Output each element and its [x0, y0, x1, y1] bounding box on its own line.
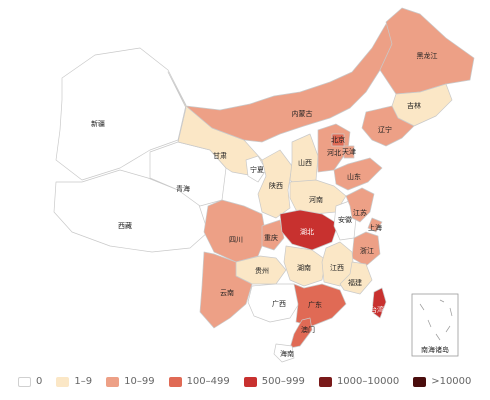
legend-label: 10–99	[124, 376, 155, 387]
province-guangdong[interactable]	[293, 283, 347, 327]
province-label-beijing: 北京	[331, 135, 345, 144]
south-china-sea-inset: 南海诸岛	[411, 293, 459, 357]
province-sichuan[interactable]	[203, 199, 267, 263]
inset-label: 南海诸岛	[421, 345, 449, 354]
province-label-xizang: 西藏	[118, 221, 132, 230]
legend-swatch	[413, 376, 427, 387]
province-label-ningxia: 宁夏	[250, 165, 264, 174]
legend-item[interactable]: 10–99	[106, 376, 155, 387]
province-label-yunnan: 云南	[220, 288, 234, 297]
province-fujian[interactable]	[339, 261, 373, 295]
province-label-guizhou: 贵州	[255, 266, 269, 275]
province-label-hainan: 海南	[280, 349, 294, 358]
province-liaoning[interactable]	[361, 105, 415, 147]
legend-item[interactable]: 500–999	[243, 376, 305, 387]
province-yunnan[interactable]	[199, 251, 253, 329]
province-hunan[interactable]	[283, 245, 327, 287]
province-xinjiang[interactable]	[55, 47, 187, 181]
province-label-xinjiang: 新疆	[91, 119, 105, 128]
legend-label: 0	[36, 376, 43, 387]
province-label-gansu: 甘肃	[213, 151, 227, 160]
province-label-anhui: 安徽	[338, 215, 352, 224]
province-label-fujian: 福建	[348, 278, 362, 287]
province-shanghai[interactable]	[367, 217, 383, 233]
legend-swatch	[243, 376, 257, 387]
province-heilongjiang[interactable]	[379, 7, 475, 95]
province-label-guangdong: 广东	[308, 300, 322, 309]
legend-swatch	[18, 376, 31, 387]
legend-item[interactable]: 100–499	[168, 376, 230, 387]
province-label-henan: 河南	[309, 195, 323, 204]
province-label-hubei: 湖北	[300, 227, 314, 236]
legend-swatch	[318, 376, 332, 387]
province-label-hebei: 河北	[327, 149, 341, 157]
province-guangxi[interactable]	[247, 283, 301, 323]
legend-label: 1000–10000	[336, 376, 400, 387]
province-label-zhejiang: 浙江	[360, 246, 374, 255]
map-legend: 0 1–9 10–99 100–499 500–999 1000–10000 >10000	[18, 376, 485, 387]
province-label-heilongjiang: 黑龙江	[417, 51, 438, 60]
legend-item[interactable]: >10000	[413, 376, 471, 387]
province-label-guangxi: 广西	[272, 299, 286, 308]
legend-label: 100–499	[186, 376, 230, 387]
province-label-hunan: 湖南	[297, 263, 311, 272]
legend-swatch	[168, 376, 182, 387]
province-hubei[interactable]	[279, 209, 339, 251]
province-ningxia[interactable]	[245, 155, 267, 183]
province-label-liaoning: 辽宁	[378, 125, 392, 134]
province-label-shanghai: 上海	[368, 223, 382, 232]
province-label-shanxi: 山西	[298, 158, 312, 167]
legend-swatch	[56, 376, 70, 387]
legend-label: >10000	[431, 376, 472, 387]
province-shaanxi[interactable]	[257, 149, 293, 219]
province-label-shaanxi: 陕西	[269, 181, 283, 190]
province-label-neimenggu: 内蒙古	[292, 109, 313, 118]
legend-item[interactable]: 1000–10000	[318, 376, 400, 387]
province-label-chongqing: 重庆	[264, 233, 278, 242]
province-label-aomen: 澳门	[301, 325, 315, 334]
province-label-jilin: 吉林	[407, 101, 421, 110]
province-label-sichuan: 四川	[229, 236, 243, 244]
province-label-qinghai: 青海	[176, 184, 190, 193]
province-hainan[interactable]	[273, 343, 295, 363]
legend-item[interactable]: 0	[18, 376, 42, 387]
province-chongqing[interactable]	[261, 219, 285, 251]
province-label-tianjin: 天津	[342, 148, 356, 156]
province-aomen[interactable]	[289, 317, 313, 349]
province-taiwan[interactable]	[371, 287, 387, 319]
province-jiangsu[interactable]	[345, 187, 375, 223]
legend-item[interactable]: 1–9	[56, 376, 92, 387]
province-tianjin[interactable]	[343, 145, 355, 159]
legend-swatch	[106, 376, 120, 387]
province-label-jiangxi: 江西	[330, 264, 344, 272]
province-label-jiangsu: 江苏	[353, 208, 367, 217]
province-label-taiwan: 台湾	[370, 305, 384, 314]
province-label-shandong: 山东	[347, 172, 361, 181]
legend-label: 1–9	[74, 376, 93, 387]
province-shandong[interactable]	[333, 157, 383, 191]
legend-label: 500–999	[261, 376, 305, 387]
